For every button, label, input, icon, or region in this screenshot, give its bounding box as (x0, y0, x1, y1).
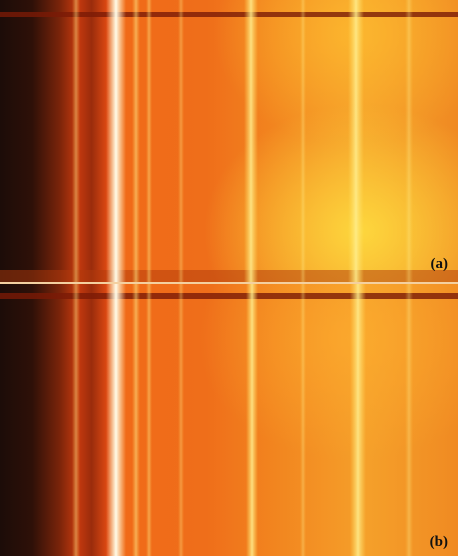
band (0, 12, 458, 17)
bright-line (106, 0, 126, 282)
stripe (300, 0, 306, 282)
stripe (405, 284, 413, 556)
bright-line (106, 284, 126, 556)
separator (0, 282, 458, 284)
panel-b: (b) (0, 284, 458, 556)
stripe (244, 0, 258, 282)
stripe (348, 0, 364, 282)
glow (110, 0, 458, 282)
stripe (178, 284, 184, 556)
stripe (72, 0, 80, 282)
panel-label: (a) (431, 256, 449, 272)
stripe (300, 284, 306, 556)
glow (110, 284, 458, 556)
panel-a: (a) (0, 0, 458, 282)
stripe (132, 0, 140, 282)
stripe (405, 0, 413, 282)
band (0, 293, 458, 299)
stripe (132, 284, 140, 556)
stripe (178, 0, 184, 282)
stripe (246, 284, 258, 556)
panel-label: (b) (430, 534, 448, 550)
stripe (72, 284, 80, 556)
band (0, 270, 458, 282)
stripe (146, 0, 152, 282)
stripe (350, 284, 366, 556)
stripe (146, 284, 152, 556)
